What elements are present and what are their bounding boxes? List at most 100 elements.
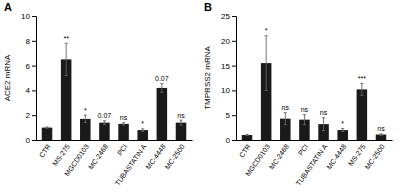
y-tick-mark (232, 16, 236, 17)
x-tick: MC-2468 (268, 140, 290, 171)
y-tick: 4 (26, 86, 36, 95)
error-bar (379, 134, 382, 135)
error-bar (84, 115, 87, 122)
y-tick-mark (32, 90, 36, 91)
annotation: 0.07 (98, 112, 112, 119)
annotation: ns (320, 109, 328, 116)
y-tick-label: 4 (26, 86, 31, 95)
x-tick-label: MC-2500 (164, 143, 186, 171)
annotation: ns (177, 112, 185, 119)
x-tick-label: PCI (297, 143, 309, 157)
y-tick-label: 15 (221, 62, 230, 71)
bar (42, 128, 53, 140)
error-bar (103, 121, 106, 125)
bar (99, 123, 110, 140)
bar (242, 135, 253, 140)
x-tick: PCI (116, 140, 128, 157)
y-axis: 0 5 10 15 20 25 (221, 12, 236, 145)
x-axis-line (37, 140, 193, 141)
annotation: ns (120, 114, 128, 121)
y-tick-mark (32, 140, 36, 141)
x-tick: TUBASTATIN A (295, 140, 329, 187)
y-tick-mark (32, 41, 36, 42)
x-tick-label: PCI (116, 143, 128, 157)
x-tick: MC-4448 (325, 140, 347, 171)
panel: 0 2 4 6 8 10 CTRMS-275MGCD0103MC-2468PCITUBAST… (3, 1, 193, 187)
y-axis: 0 2 4 6 8 10 (21, 12, 36, 145)
x-tick-label: MGCD0103 (244, 143, 271, 177)
x-tick: PCI (297, 140, 309, 157)
x-tick: CTR (238, 140, 252, 159)
y-tick: 8 (26, 37, 36, 46)
x-tick: MGCD0103 (63, 140, 90, 177)
x-tick: CTR (38, 140, 52, 159)
figure: 0246810CTRMS-275MGCD0103MC-2468PCITUBAST… (0, 0, 400, 192)
error-bar (284, 113, 287, 125)
y-tick-label: 5 (226, 111, 231, 120)
error-bar (322, 118, 325, 131)
y-tick-label: 2 (26, 111, 31, 120)
error-bar (360, 83, 363, 95)
x-tick-label: MS-275 (51, 143, 71, 167)
x-tick: MGCD0103 (244, 140, 271, 177)
y-tick: 10 (221, 86, 236, 95)
y-tick: 0 (26, 136, 36, 145)
y-axis-title: ACE2 mRNA (3, 54, 12, 101)
error-bar (122, 123, 125, 125)
y-tick-label: 8 (26, 37, 31, 46)
x-tick-label: TUBASTATIN A (295, 143, 329, 187)
x-tick-label: MS-275 (347, 143, 367, 167)
y-tick: 6 (26, 62, 36, 71)
annotation: * (265, 27, 268, 34)
annotation: * (84, 107, 87, 114)
y-tick: 25 (221, 12, 236, 21)
bar (376, 135, 387, 140)
x-tick: MS-275 (347, 140, 367, 167)
error-bar (160, 84, 163, 93)
y-tick-mark (32, 66, 36, 67)
y-tick-label: 0 (26, 136, 31, 145)
x-axis: CTRMS-275MGCD0103MC-2468PCITUBASTATIN AM… (37, 140, 193, 187)
annotation: ns (301, 106, 309, 113)
error-bar (303, 115, 306, 125)
annotation: ** (63, 35, 69, 42)
bar (157, 88, 168, 140)
panel-label: B (204, 1, 212, 13)
y-tick-mark (232, 140, 236, 141)
y-tick-mark (32, 115, 36, 116)
error-bar (265, 36, 268, 91)
plot-area (42, 43, 187, 140)
y-tick-label: 10 (221, 86, 230, 95)
y-tick-label: 25 (221, 12, 230, 21)
panel-label: A (4, 1, 12, 13)
error-bar (45, 127, 48, 128)
error-bar (65, 43, 68, 75)
y-tick-label: 6 (26, 62, 31, 71)
annotation: ns (377, 125, 385, 132)
y-tick-label: 20 (221, 37, 230, 46)
y-tick: 0 (226, 136, 236, 145)
annotation: * (141, 120, 144, 127)
y-tick: 5 (226, 111, 236, 120)
x-tick: TUBASTATIN A (114, 140, 148, 187)
y-tick-label: 0 (226, 136, 231, 145)
y-tick-mark (232, 115, 236, 116)
y-tick-mark (232, 41, 236, 42)
x-tick-label: MGCD0103 (63, 143, 90, 177)
error-bar (341, 129, 344, 132)
y-axis-line (232, 17, 237, 141)
x-tick-label: TUBASTATIN A (114, 143, 148, 187)
annotation: ns (282, 104, 290, 111)
y-axis-title: TMPRSS2 mRNA (203, 46, 212, 110)
y-tick-label: 10 (21, 12, 30, 21)
x-tick-label: CTR (38, 143, 52, 159)
x-tick: MC-2500 (364, 140, 386, 171)
x-tick: MS-275 (51, 140, 71, 167)
x-axis: CTRMGCD0103MC-2468 PCITUBASTATIN AMC-4448… (237, 140, 393, 187)
y-tick-mark (232, 66, 236, 67)
y-tick: 10 (21, 12, 36, 21)
error-bar (245, 134, 248, 136)
y-tick: 15 (221, 62, 236, 71)
x-tick-label: MC-2468 (268, 143, 290, 171)
annotation: *** (358, 75, 366, 82)
